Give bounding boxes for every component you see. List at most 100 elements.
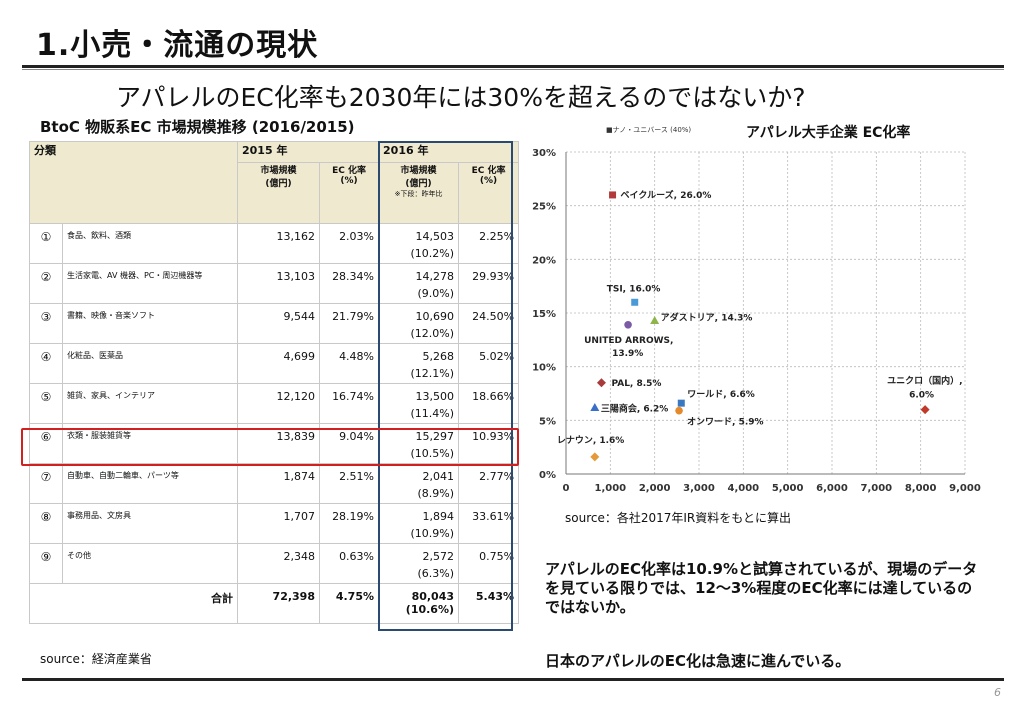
x-tick-label: 8,000 — [905, 483, 937, 494]
header-2016: 2016 年 — [378, 141, 520, 163]
category-name: 雑貨、家具、インテリア — [62, 383, 238, 424]
market-2016: 14,278 (9.0%) — [378, 263, 460, 304]
table-row: ④ 化粧品、医薬品 4,699 4.48% 5,268 (12.1%) 5.02% — [29, 343, 520, 384]
point-label: ユニクロ（国内）, — [887, 375, 962, 387]
y-tick-label: 25% — [532, 202, 556, 213]
point-label: UNITED ARROWS, — [584, 336, 673, 346]
total-m2016: 80,043 (10.6%) — [378, 583, 460, 624]
scatter-point — [590, 402, 600, 411]
market-2016: 5,268 (12.1%) — [378, 343, 460, 384]
point-label: アダストリア, 14.3% — [661, 312, 753, 324]
ec-market-table: 分類 2015 年 2016 年 市場規模 (億円) EC 化率 (%) 市場規模(… — [29, 141, 520, 624]
chart-title: アパレル大手企業 EC化率 — [746, 125, 911, 141]
y-tick-label: 15% — [532, 309, 556, 320]
table-row: ⑥ 衣類・服装雑貨等 13,839 9.04% 15,297 (10.5%) 10.93% — [29, 423, 520, 464]
x-tick-label: 0 — [563, 483, 570, 494]
market-2015: 1,874 — [237, 463, 320, 504]
y-tick-label: 0% — [539, 470, 556, 481]
page-subtitle: アパレルのEC化率も2030年には30%を超えるのではないか? — [116, 83, 806, 112]
title-divider — [22, 65, 1004, 68]
category-name: 化粧品、医薬品 — [62, 343, 238, 384]
rate-2015: 21.79% — [318, 303, 380, 344]
scatter-point — [675, 406, 683, 415]
total-m2015: 72,398 — [237, 583, 320, 624]
market-2015: 9,544 — [237, 303, 320, 344]
commentary-body: アパレルのEC化率は10.9%と試算されているが、現場のデータを見ている限りでは… — [545, 560, 978, 616]
table-row: ⑨ その他 2,348 0.63% 2,572 (6.3%) 0.75% — [29, 543, 520, 584]
point-label: レナウン, 1.6% — [557, 435, 625, 446]
scatter-point — [650, 316, 660, 325]
market-2015: 1,707 — [237, 503, 320, 544]
page-title: 1.小売・流通の現状 — [36, 28, 319, 63]
category-name: 生活家電、AV 機器、PC・周辺機器等 — [62, 263, 238, 304]
market-2015: 13,839 — [237, 423, 320, 464]
rate-2016: 18.66% — [458, 383, 520, 424]
title-divider-thin — [22, 69, 1004, 70]
market-2016: 2,572 (6.3%) — [378, 543, 460, 584]
y-tick-label: 10% — [532, 363, 556, 374]
scatter-point — [677, 399, 685, 407]
y-tick-label: 5% — [539, 416, 556, 427]
point-label: PAL, 8.5% — [611, 379, 661, 389]
point-label: ワールド, 6.6% — [687, 389, 755, 400]
y-tick-label: 20% — [532, 255, 556, 266]
rate-2016: 10.93% — [458, 423, 520, 464]
scatter-point — [624, 321, 632, 329]
apparel-ec-scatter-chart: ■ナノ・ユニバース (40%) 0% 5% 10% 15% 20% 25% 30% 0 1,000… — [532, 126, 981, 494]
category-number: ② — [29, 263, 63, 304]
category-name: 食品、飲料、酒類 — [62, 223, 238, 264]
scatter-point — [590, 452, 600, 462]
x-tick-label: 4,000 — [728, 483, 760, 494]
market-2015: 13,162 — [237, 223, 320, 264]
x-tick-label: 7,000 — [861, 483, 893, 494]
market-2015: 12,120 — [237, 383, 320, 424]
rate-2015: 0.63% — [318, 543, 380, 584]
rate-2016: 33.61% — [458, 503, 520, 544]
rate-2016: 24.50% — [458, 303, 520, 344]
commentary-conclusion: 日本のアパレルのEC化は急速に進んでいる。 — [545, 652, 851, 670]
market-2016: 1,894 (10.9%) — [378, 503, 460, 544]
market-2016: 15,297 (10.5%) — [378, 423, 460, 464]
point-label: ベイクルーズ, 26.0% — [621, 189, 712, 201]
table-row: ⑦ 自動車、自動二輪車、パーツ等 1,874 2.51% 2,041 (8.9%) 2.77… — [29, 463, 520, 504]
scatter-point — [920, 405, 930, 415]
table-source: source：経済産業省 — [40, 652, 152, 666]
market-2016: 13,500 (11.4%) — [378, 383, 460, 424]
category-number: ⑤ — [29, 383, 63, 424]
rate-2015: 9.04% — [318, 423, 380, 464]
header-market-2015: 市場規模 (億円) — [237, 162, 320, 224]
table-row: ② 生活家電、AV 機器、PC・周辺機器等 13,103 28.34% 14,278 (9… — [29, 263, 520, 304]
point-label: 三陽商会, 6.2% — [601, 402, 669, 414]
total-r2016: 5.43% — [458, 583, 520, 624]
point-label: オンワード, 5.9% — [687, 417, 764, 428]
category-name: 衣類・服装雑貨等 — [62, 423, 238, 464]
scatter-point — [596, 378, 606, 388]
total-r2015: 4.75% — [318, 583, 380, 624]
x-tick-label: 5,000 — [772, 483, 804, 494]
total-label: 合計 — [29, 583, 238, 624]
header-2015: 2015 年 — [236, 141, 380, 163]
rate-2015: 16.74% — [318, 383, 380, 424]
category-name: 自動車、自動二輪車、パーツ等 — [62, 463, 238, 504]
category-number: ① — [29, 223, 63, 264]
point-label: TSI, 16.0% — [607, 284, 661, 294]
market-2015: 2,348 — [237, 543, 320, 584]
market-2015: 13,103 — [237, 263, 320, 304]
table-total-row: 合計 72,398 4.75% 80,043 (10.6%) 5.43% — [29, 583, 520, 624]
market-2016: 10,690 (12.0%) — [378, 303, 460, 344]
table-row: ⑧ 事務用品、文房具 1,707 28.19% 1,894 (10.9%) 33.61% — [29, 503, 520, 544]
category-number: ⑥ — [29, 423, 63, 464]
x-tick-label: 2,000 — [639, 483, 671, 494]
rate-2016: 29.93% — [458, 263, 520, 304]
page-number: 6 — [994, 686, 1001, 699]
rate-2015: 28.19% — [318, 503, 380, 544]
footer-divider — [22, 678, 1004, 681]
rate-2015: 4.48% — [318, 343, 380, 384]
x-tick-label: 6,000 — [816, 483, 848, 494]
header-category: 分類 — [29, 141, 238, 224]
chart-legend: ■ナノ・ユニバース (40%) — [606, 126, 691, 134]
header-market-2016: 市場規模 (億円) ※下段：昨年比 — [378, 162, 460, 224]
rate-2016: 0.75% — [458, 543, 520, 584]
chart-source: source：各社2017年IR資料をもとに算出 — [565, 511, 792, 525]
market-2016: 14,503 (10.2%) — [378, 223, 460, 264]
